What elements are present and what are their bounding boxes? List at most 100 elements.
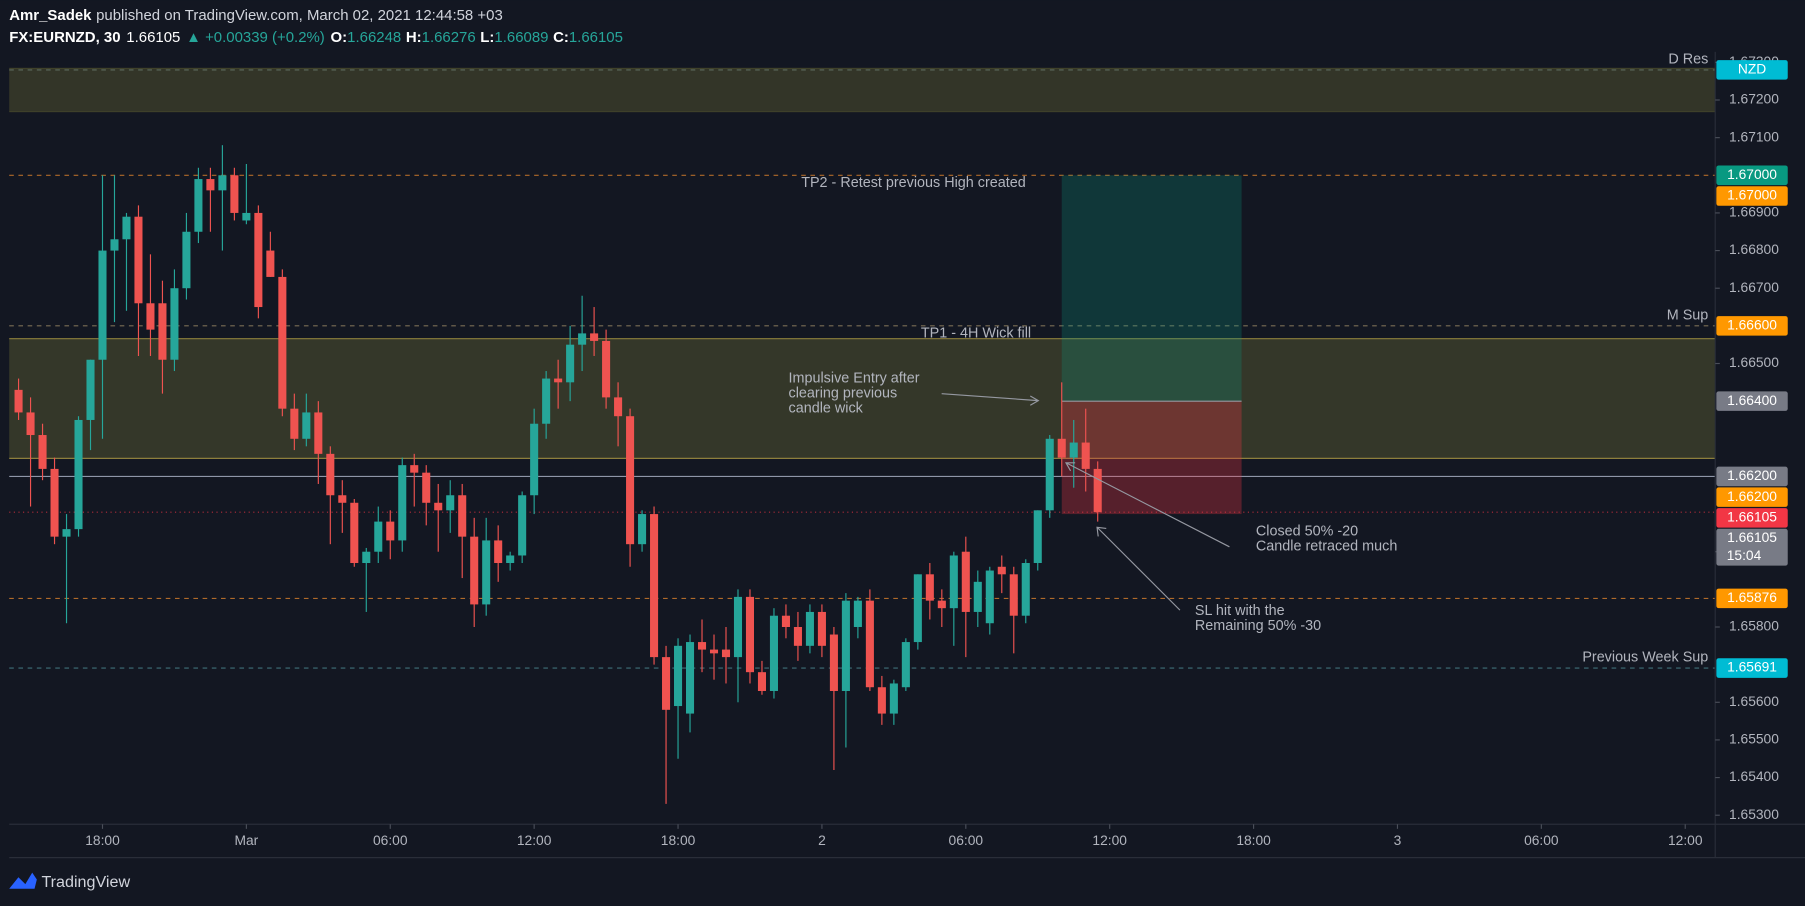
price-label-text: 1.66600 [1727,317,1777,333]
candle-body [290,408,299,439]
candle-body [242,212,251,221]
header-line: Amr_Sadek published on TradingView.com, M… [9,7,503,24]
candle-body [901,642,910,688]
price-label-text: 1.65876 [1727,589,1777,605]
candle-body [458,495,467,537]
y-tick-label: 1.65300 [1729,806,1779,822]
y-tick-label: 1.66700 [1729,279,1779,295]
candle-body [985,570,994,624]
annotation: clearing previous [789,386,898,402]
profit-zone [1061,175,1242,402]
candle-body [829,634,838,691]
candle-body [853,600,862,627]
price-label [1716,316,1788,336]
candle-body [62,529,71,537]
candle-body [1069,442,1078,458]
candle-body [38,435,47,469]
candle-body [110,239,119,251]
candle-body [781,615,790,627]
price-label [1716,165,1788,186]
annotation: SL hit with the [1195,603,1285,619]
candle-body [170,288,179,360]
candle-body [398,465,407,541]
candle-body [1081,442,1090,469]
x-tick-label: 12:00 [517,832,552,848]
candle-body [554,378,563,383]
candle-body [889,683,898,714]
symbol: FX:EURNZD, 30 [9,29,120,46]
candle-body [638,514,647,545]
candle-body [697,642,707,650]
candle-body [949,555,958,609]
x-tick-label: 2 [818,832,826,848]
symbol-line: FX:EURNZD, 30 1.66105 ▲ +0.00339 (+0.2%) O:… [9,29,623,46]
candle-body [650,514,659,658]
candle-body [446,495,455,511]
y-tick-label: 1.65600 [1729,693,1779,709]
candle-body [1009,574,1018,616]
price-label [1716,186,1788,206]
level-label: Previous Week Sup [1582,649,1708,665]
candle-body [578,333,587,345]
candle-body [182,231,191,289]
candle-body [266,250,275,277]
candle-body [362,551,371,564]
last-price: 1.66105 [126,29,180,46]
ohlc-value: 1.66105 [569,29,623,46]
level-label: D Res [1668,51,1708,67]
y-tick-label: 1.67200 [1729,91,1779,107]
y-tick-label: 1.65800 [1729,618,1779,634]
price-label-text: 1.66105 [1727,509,1777,525]
candle-body [566,344,575,383]
y-tick-label: 1.65400 [1729,768,1779,784]
ohlc-value: 1.66248 [347,29,401,46]
candle-body [793,626,802,646]
candle-body [937,600,946,609]
candle-body [302,412,311,439]
x-tick-label: 06:00 [373,832,408,848]
candle-body [422,472,431,503]
candle-body [1045,438,1054,511]
candle-body [26,412,35,436]
candle-body [1057,438,1066,458]
candle-body [757,672,766,691]
price-label-text: 1.66200 [1727,467,1777,483]
x-tick-label: 18:00 [661,832,696,848]
y-tick-label: 1.67100 [1729,128,1779,144]
candle-body [626,416,635,545]
candle-body [326,453,335,496]
candle-body [614,397,623,417]
candle-body [961,551,970,612]
candle-body [925,574,934,601]
ohlc-key: C: [553,29,569,46]
candle-body [602,340,611,398]
price-label-text: 1.66400 [1727,392,1777,408]
arrow [941,393,1040,406]
price-label-text: 1.67000 [1727,187,1777,203]
candle-body [805,611,814,646]
candle-body [721,649,731,658]
candle-body [146,303,155,330]
annotation: TP1 - 4H Wick fill [921,326,1031,342]
annotation: Impulsive Entry after [789,371,920,387]
y-tick-label: 1.66500 [1729,354,1779,370]
price-label [1716,658,1788,678]
price-label [1716,528,1788,566]
x-tick-label: 12:00 [1668,832,1703,848]
axes: 1.673001.672001.671001.669001.668001.667… [85,53,1788,848]
price-label [1716,466,1788,487]
candle-body [434,502,443,511]
price-label-text: 1.65691 [1727,659,1777,675]
price-label [1716,487,1788,507]
y-tick-label: 1.66800 [1729,241,1779,257]
candle-body [973,581,982,612]
arrow [1096,526,1181,611]
candle-body [278,276,287,409]
candle-body [86,359,95,420]
candle-body [865,600,874,688]
candle-body [14,389,23,413]
candle-body [98,250,107,360]
plot-area: D Res M Sup Previous Week Sup [9,51,1716,804]
